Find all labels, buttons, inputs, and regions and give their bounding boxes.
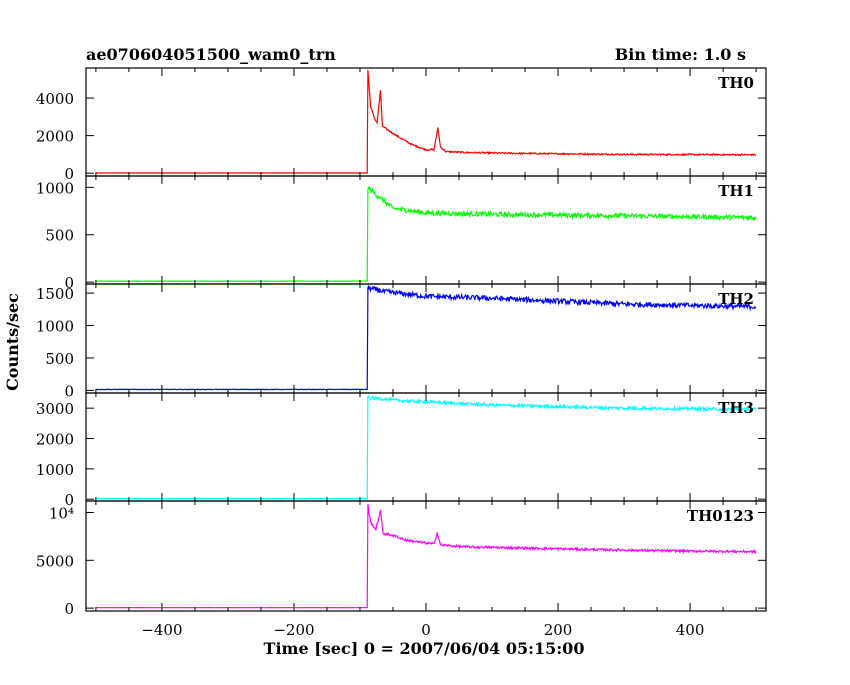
panel-th0: 0 2000 4000 TH0: [36, 67, 767, 183]
panel-frame-th2: [85, 283, 767, 394]
x-tick-label: −200: [273, 621, 314, 639]
panel-label-th0123: TH0123: [687, 507, 754, 525]
y-tick-label: 4000: [36, 90, 74, 108]
panel-frame-th1: [85, 175, 767, 285]
panel-frame-th0123: [85, 500, 767, 612]
series-line-th1: [95, 186, 757, 283]
panel-label-th2: TH2: [718, 290, 754, 308]
y-tick-label: 5000: [36, 552, 74, 570]
y-tick-label: 2000: [36, 431, 74, 449]
y-tick-label: 0: [64, 382, 74, 400]
y-tick-label: 1000: [36, 318, 74, 336]
y-tick-label: 10⁴: [49, 504, 74, 522]
y-tick-label: 2000: [36, 128, 74, 146]
x-tick-label: 200: [544, 621, 573, 639]
chart-title-left: ae070604051500_wam0_trn: [86, 45, 336, 64]
y-tick-label: 1000: [36, 461, 74, 479]
panel-th1: 0 500 1000 TH1: [36, 175, 767, 292]
y-tick-label: 500: [45, 227, 74, 245]
y-tick-label: 0: [64, 600, 74, 618]
y-axis-label: Counts/sec: [3, 293, 22, 391]
series-line-th0123: [95, 504, 757, 609]
y-tick-label: 1500: [36, 285, 74, 303]
y-tick-label: 0: [64, 165, 74, 183]
y-tick-label: 1000: [36, 179, 74, 197]
y-tick-label: 3000: [36, 400, 74, 418]
y-tick-label: 0: [64, 491, 74, 509]
chart-title-right: Bin time: 1.0 s: [615, 45, 746, 64]
x-tick-label: −400: [141, 621, 182, 639]
panel-label-th0: TH0: [718, 74, 754, 92]
panel-th3: 0 1000 2000 3000 TH3: [36, 392, 767, 509]
panel-label-th1: TH1: [718, 182, 754, 200]
series-line-th2: [95, 285, 757, 391]
x-tick-label: 0: [421, 621, 431, 639]
panel-frame-th0: [85, 67, 767, 177]
y-tick-label: 0: [64, 274, 74, 292]
series-line-th3: [95, 395, 757, 500]
panel-th2: 0 500 1000 1500 TH2: [36, 283, 767, 400]
panel-label-th3: TH3: [718, 399, 754, 417]
panel-th0123: 0 5000 10⁴ TH0123: [36, 500, 767, 618]
y-tick-label: 500: [45, 350, 74, 368]
series-line-th0: [95, 69, 757, 174]
x-axis-label: Time [sec] 0 = 2007/06/04 05:15:00: [264, 639, 585, 658]
x-tick-label: 400: [676, 621, 705, 639]
